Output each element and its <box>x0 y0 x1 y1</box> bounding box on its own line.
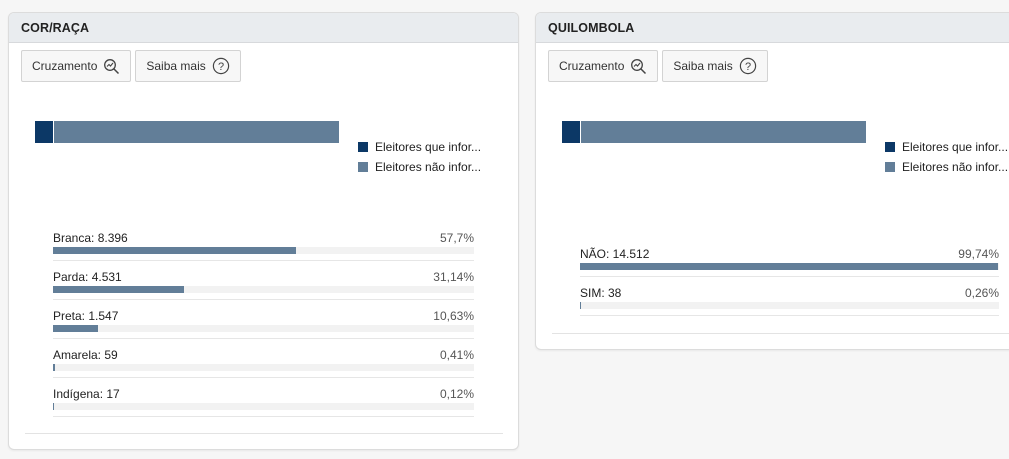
informed-segment <box>562 121 581 143</box>
list-item: NÃO: 14.512 99,74% <box>580 238 999 277</box>
item-percent: 57,7% <box>439 231 474 245</box>
card-title: QUILOMBOLA <box>536 13 1009 43</box>
progress-track <box>53 364 474 371</box>
breakdown-list: Branca: 8.396 57,7% Parda: 4.531 31,14% … <box>53 222 474 417</box>
item-label: SIM: 38 <box>580 286 622 300</box>
legend-label: Eleitores não infor... <box>375 160 482 174</box>
card-divider <box>25 433 503 434</box>
card-actions: Cruzamento Saiba mais ? <box>548 50 768 82</box>
legend-swatch <box>885 162 895 172</box>
magnifier-chart-icon <box>630 58 647 75</box>
list-item: Branca: 8.396 57,7% <box>53 222 474 261</box>
legend-item-not-informed[interactable]: Eleitores não infor... <box>885 157 1008 177</box>
progress-track <box>53 286 474 293</box>
magnifier-chart-icon <box>103 58 120 75</box>
item-percent: 0,41% <box>439 348 474 362</box>
card-actions: Cruzamento Saiba mais ? <box>21 50 241 82</box>
item-percent: 0,26% <box>964 286 999 300</box>
progress-track <box>580 263 999 270</box>
list-item: Parda: 4.531 31,14% <box>53 261 474 300</box>
saiba-mais-label: Saiba mais <box>673 59 733 73</box>
not-informed-segment <box>581 121 866 143</box>
card-title: COR/RAÇA <box>9 13 518 43</box>
list-item: Preta: 1.547 10,63% <box>53 300 474 339</box>
cruzamento-button[interactable]: Cruzamento <box>21 50 132 82</box>
item-percent: 0,12% <box>439 387 474 401</box>
progress-fill <box>580 302 582 309</box>
progress-track <box>53 403 474 410</box>
saiba-mais-button[interactable]: Saiba mais ? <box>662 50 768 82</box>
cruzamento-button[interactable]: Cruzamento <box>548 50 659 82</box>
item-label: NÃO: 14.512 <box>580 247 650 261</box>
legend-swatch <box>358 162 368 172</box>
not-informed-segment <box>54 121 339 143</box>
item-label: Parda: 4.531 <box>53 270 122 284</box>
legend-item-informed[interactable]: Eleitores que infor... <box>358 137 481 157</box>
progress-fill <box>580 263 998 270</box>
cruzamento-label: Cruzamento <box>559 59 625 73</box>
chart-legend: Eleitores que infor... Eleitores não inf… <box>358 137 481 177</box>
breakdown-list: NÃO: 14.512 99,74% SIM: 38 0,26% <box>580 238 999 316</box>
informed-segment <box>35 121 54 143</box>
saiba-mais-button[interactable]: Saiba mais ? <box>135 50 241 82</box>
saiba-mais-label: Saiba mais <box>146 59 206 73</box>
item-percent: 31,14% <box>433 270 474 284</box>
progress-fill <box>53 286 185 293</box>
item-label: Indígena: 17 <box>53 387 120 401</box>
legend-label: Eleitores não infor... <box>902 160 1009 174</box>
progress-track <box>53 325 474 332</box>
progress-fill <box>53 364 55 371</box>
card-title-text: COR/RAÇA <box>21 20 90 35</box>
informed-stacked-bar <box>562 121 866 143</box>
progress-track <box>53 247 474 254</box>
list-item: Amarela: 59 0,41% <box>53 339 474 378</box>
progress-track <box>580 302 999 309</box>
quilombola-card: QUILOMBOLA Cruzamento Saiba mais ? Eleit… <box>535 12 1009 350</box>
item-label: Preta: 1.547 <box>53 309 119 323</box>
card-title-text: QUILOMBOLA <box>548 20 635 35</box>
progress-fill <box>53 403 54 410</box>
legend-label: Eleitores que infor... <box>375 140 482 154</box>
item-percent: 99,74% <box>958 247 999 261</box>
informed-stacked-bar <box>35 121 339 143</box>
list-item: SIM: 38 0,26% <box>580 277 999 316</box>
legend-label: Eleitores que infor... <box>902 140 1009 154</box>
legend-item-not-informed[interactable]: Eleitores não infor... <box>358 157 481 177</box>
svg-text:?: ? <box>218 61 224 73</box>
svg-text:?: ? <box>745 61 751 73</box>
help-icon: ? <box>212 57 230 75</box>
progress-fill <box>53 247 296 254</box>
cruzamento-label: Cruzamento <box>32 59 98 73</box>
cor-raca-card: COR/RAÇA Cruzamento Saiba mais ? Eleitor… <box>8 12 519 450</box>
item-percent: 10,63% <box>433 309 474 323</box>
list-item: Indígena: 17 0,12% <box>53 378 474 417</box>
legend-swatch <box>358 142 368 152</box>
legend-swatch <box>885 142 895 152</box>
legend-item-informed[interactable]: Eleitores que infor... <box>885 137 1008 157</box>
card-divider <box>552 333 1009 334</box>
progress-fill <box>53 325 98 332</box>
chart-legend: Eleitores que infor... Eleitores não inf… <box>885 137 1008 177</box>
item-label: Amarela: 59 <box>53 348 118 362</box>
help-icon: ? <box>739 57 757 75</box>
item-label: Branca: 8.396 <box>53 231 128 245</box>
